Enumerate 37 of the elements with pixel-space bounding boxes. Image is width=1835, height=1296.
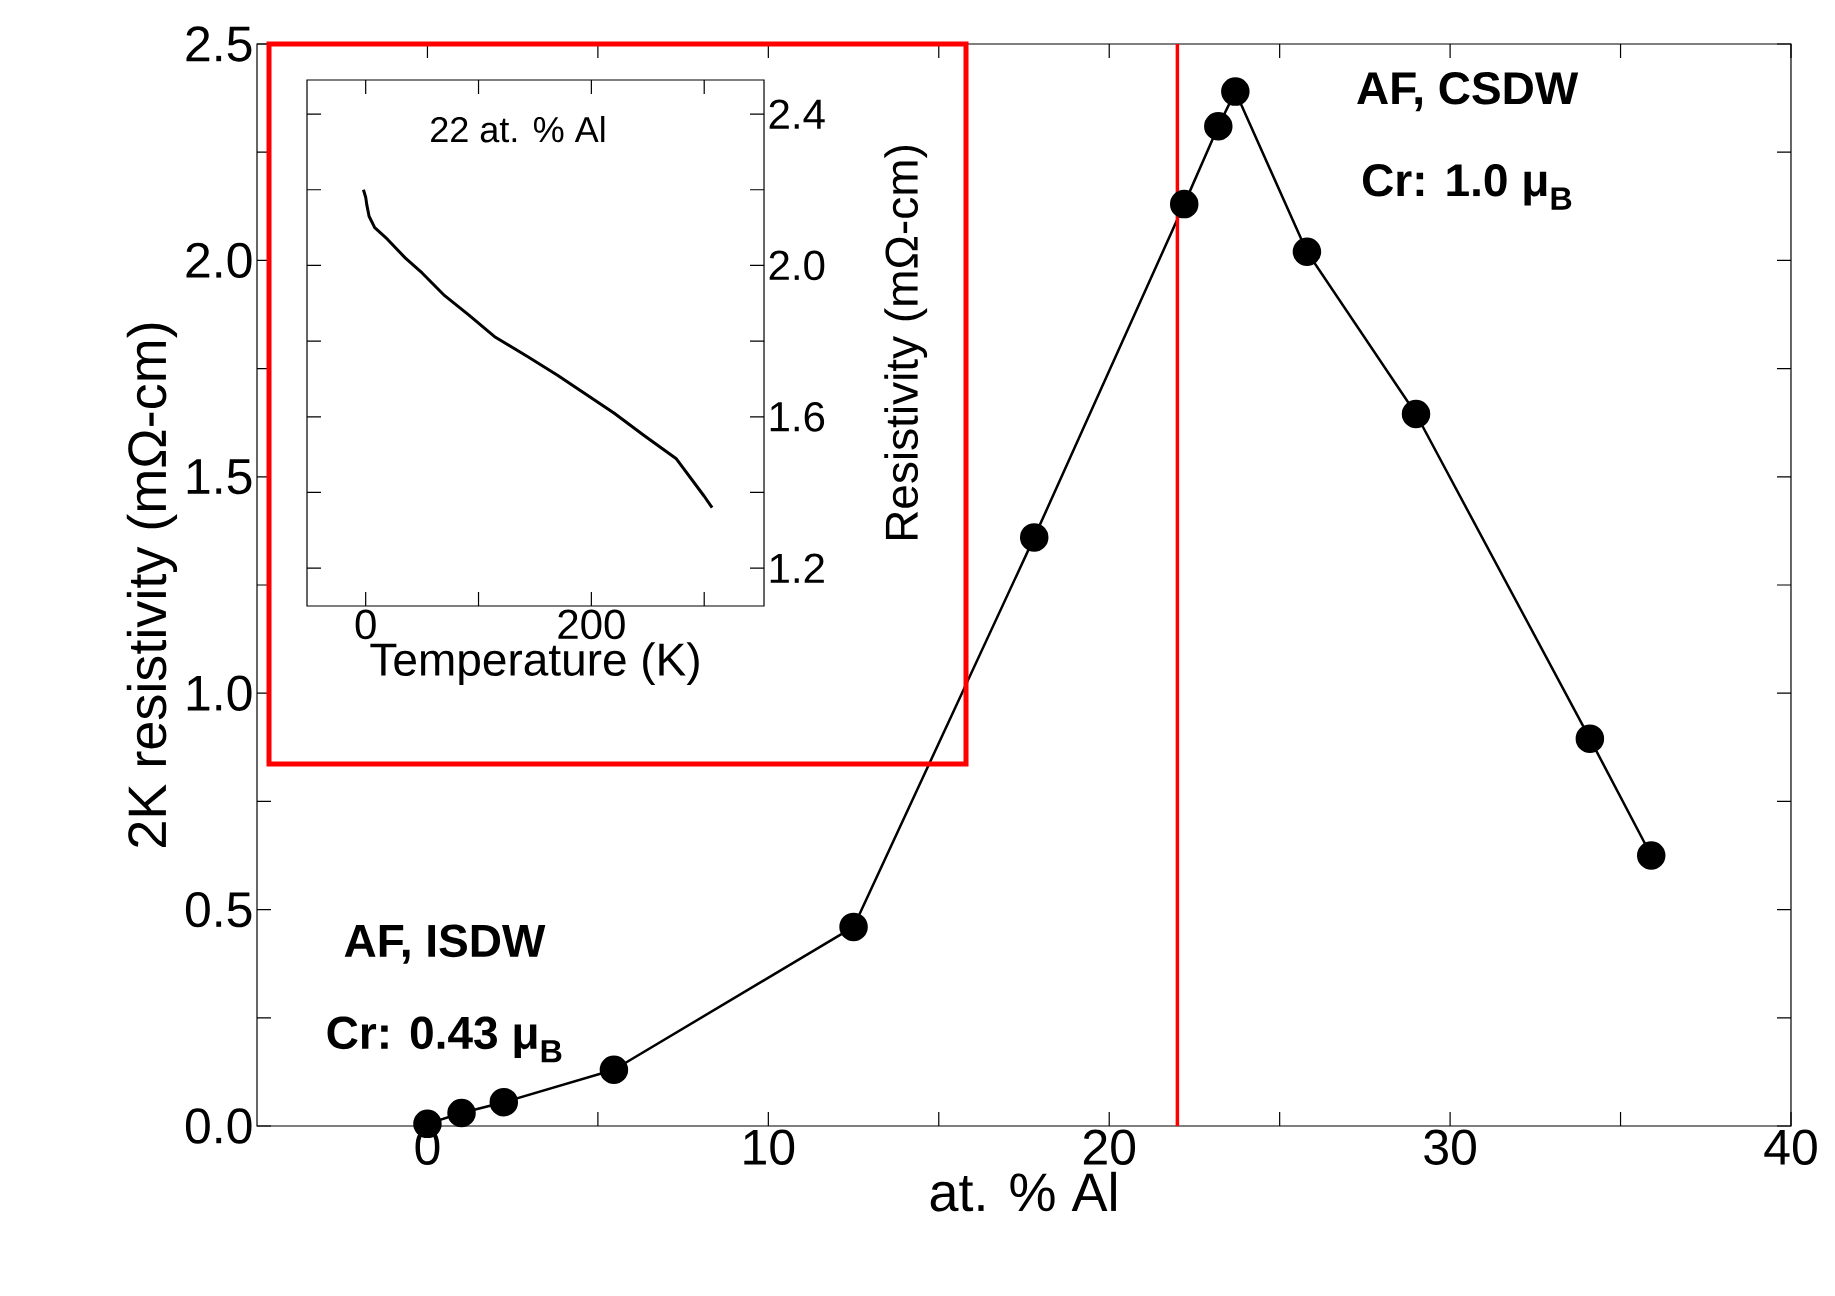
y-tick-label: 2.4	[769, 99, 825, 129]
annotation: Cr: 0.43 μ$_{B}$	[327, 1016, 562, 1063]
x-tick-label: 0	[355, 609, 376, 640]
y-tick-label: 0.0	[185, 1108, 252, 1144]
y-tick-label: 0.5	[185, 891, 252, 928]
y-tick-label: 2.5	[186, 26, 252, 62]
annotation: AF, CSDW	[1357, 71, 1579, 112]
point	[1401, 399, 1431, 429]
point	[1575, 724, 1605, 753]
y-tick-label: 1.2	[770, 553, 824, 583]
y-tick-label: 2.0	[186, 242, 252, 279]
point	[447, 1098, 476, 1128]
x-tick-label: 200	[558, 609, 625, 640]
y-tick-label: 2.0	[769, 250, 825, 281]
point	[1204, 111, 1233, 141]
x-tick-label: 20	[1083, 1129, 1136, 1165]
point	[839, 912, 868, 942]
point	[1169, 189, 1199, 219]
annotation: AF, ISDW	[344, 924, 546, 964]
y-tick-label: 1.0	[187, 675, 252, 711]
point	[599, 1055, 629, 1084]
annotation: Cr: 1.0 μ$_{B}$	[1362, 163, 1572, 210]
point	[1292, 237, 1322, 266]
x-tick-label: 40	[1764, 1129, 1817, 1165]
point	[1221, 77, 1250, 106]
y-axis-title: Resistivity (mΩ-cm)	[884, 145, 928, 540]
x-tick-label: 10	[744, 1129, 795, 1165]
point	[489, 1087, 519, 1117]
y-tick-label: 1.5	[187, 459, 252, 495]
y-axis-title: 2K resistivity (mΩ-cm)	[126, 323, 178, 847]
x-tick-label: 30	[1424, 1129, 1476, 1165]
y-tick-label: 1.6	[770, 401, 825, 432]
point	[1019, 523, 1049, 552]
point	[1636, 841, 1666, 870]
x-axis-title: at. % Al	[930, 1171, 1116, 1212]
x-axis-title: Temperature (K)	[370, 642, 699, 686]
annotation: 22 at. % Al	[431, 115, 605, 143]
